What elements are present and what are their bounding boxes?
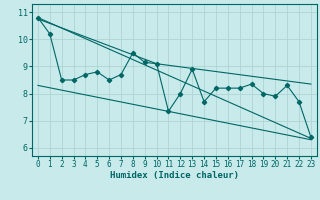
X-axis label: Humidex (Indice chaleur): Humidex (Indice chaleur) [110, 171, 239, 180]
